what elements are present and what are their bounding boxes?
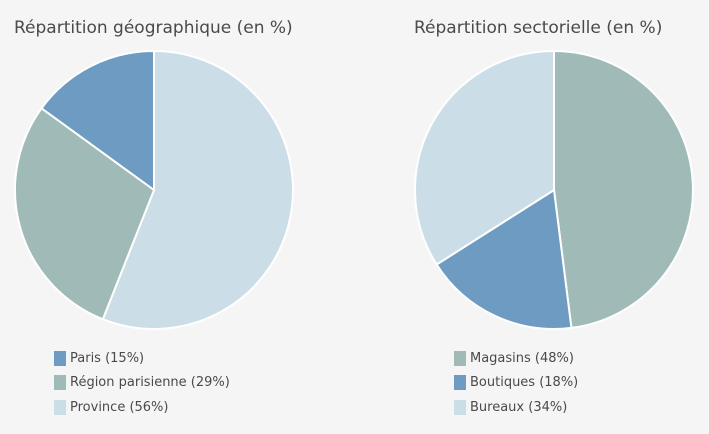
pie-slice-paris [40,50,155,191]
legend-label-paris: Paris (15%) [70,350,145,366]
legend-item-magasins: Magasins (48%) [454,346,578,371]
legend-swatch-boutiques [454,375,466,391]
chart-title-geographique: Répartition géographique (en %) [14,18,293,38]
legend-swatch-bureaux [454,399,466,415]
legend-swatch-magasins [454,350,466,366]
legend-sectorielle: Magasins (48%) Boutiques (18%) Bureaux (… [454,346,578,420]
legend-label-region-parisienne: Région parisienne (29%) [70,375,230,391]
pie-slice-bureaux [414,50,555,266]
legend-geographique: Paris (15%) Région parisienne (29%) Prov… [54,346,230,420]
legend-label-province: Province (56%) [70,399,169,415]
pie-slice-boutiques [435,189,573,330]
legend-item-province: Province (56%) [54,395,230,420]
legend-swatch-region-parisienne [54,375,66,391]
legend-item-paris: Paris (15%) [54,346,230,371]
legend-item-bureaux: Bureaux (34%) [454,395,578,420]
legend-item-region-parisienne: Région parisienne (29%) [54,371,230,396]
legend-swatch-province [54,399,66,415]
pie-slice-magasins [553,50,694,329]
pie-slice-region-parisienne [14,107,155,321]
chart-title-sectorielle: Répartition sectorielle (en %) [414,18,663,38]
legend-label-bureaux: Bureaux (34%) [470,399,568,415]
pie-slice-province [101,50,294,330]
legend-label-magasins: Magasins (48%) [470,350,574,366]
legend-label-boutiques: Boutiques (18%) [470,375,579,391]
legend-item-boutiques: Boutiques (18%) [454,371,578,396]
legend-swatch-paris [54,350,66,366]
